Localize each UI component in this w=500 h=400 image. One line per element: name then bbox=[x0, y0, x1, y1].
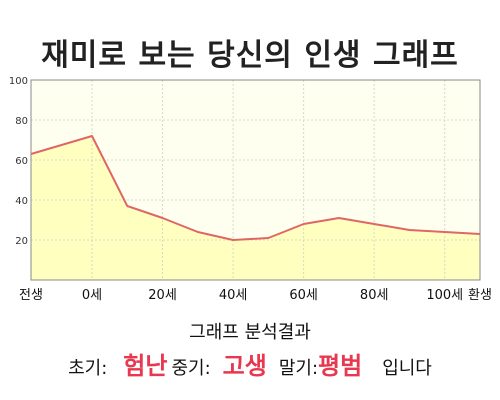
x-tick-label: 전생 bbox=[19, 288, 43, 303]
early-label: 초기: bbox=[68, 358, 108, 379]
y-tick-label: 80 bbox=[15, 116, 28, 127]
late-label: 말기: bbox=[278, 358, 319, 379]
result-heading: 그래프 분석결과 bbox=[189, 322, 311, 343]
y-tick-label: 100 bbox=[9, 76, 28, 87]
x-tick-label: 환생 bbox=[468, 288, 492, 303]
result-summary: 초기: 험난 중기: 고생 말기:평범 입니다 bbox=[0, 346, 500, 381]
y-tick-label: 60 bbox=[15, 156, 28, 167]
mid-value: 고생 bbox=[222, 352, 267, 380]
ending-text: 입니다 bbox=[382, 358, 432, 379]
life-graph-chart: 20 40 60 80 100 전생 0세 20세 40세 60세 80세 100세 환생 bbox=[9, 76, 492, 303]
y-tick-label: 20 bbox=[15, 236, 28, 247]
late-value: 평범 bbox=[318, 352, 363, 380]
early-value: 험난 bbox=[123, 352, 168, 380]
y-tick-label: 40 bbox=[15, 196, 28, 207]
x-tick-label: 60세 bbox=[289, 288, 318, 303]
x-tick-label: 0세 bbox=[82, 288, 102, 303]
x-tick-label: 20세 bbox=[148, 288, 177, 303]
x-tick-label: 80세 bbox=[360, 288, 389, 303]
mid-label: 중기: bbox=[171, 358, 211, 379]
x-tick-label: 100세 bbox=[426, 288, 463, 303]
area-fill bbox=[31, 136, 480, 280]
chart-title: 재미로 보는 당신의 인생 그래프 bbox=[41, 38, 459, 73]
x-tick-label: 40세 bbox=[219, 288, 248, 303]
plot-frame bbox=[30, 79, 481, 281]
series-line bbox=[30, 135, 481, 241]
